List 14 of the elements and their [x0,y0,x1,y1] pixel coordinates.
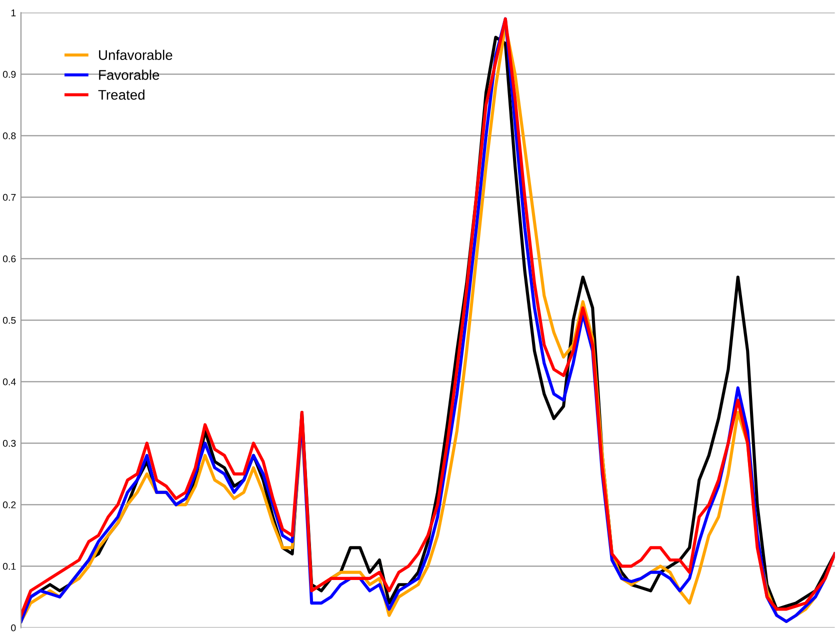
y-tick-label: 0.6 [2,255,16,262]
legend-label: Treated [98,90,144,100]
y-tick-label: 0.9 [2,70,16,78]
y-tick-label: 0.8 [2,132,16,140]
y-tick-label: 0 [11,624,16,632]
legend-label: Favorable [99,70,160,80]
y-tick-label: 0.3 [2,440,16,447]
y-tick-label: 0.7 [2,194,16,201]
y-tick-label: 0.5 [2,316,16,324]
y-tick-label: 0.1 [2,562,16,570]
y-tick-label: 0.4 [2,378,16,386]
y-tick-label: 1 [11,10,16,16]
legend-label: Unfavorable [99,50,172,60]
y-tick-label: 0.2 [2,501,16,508]
